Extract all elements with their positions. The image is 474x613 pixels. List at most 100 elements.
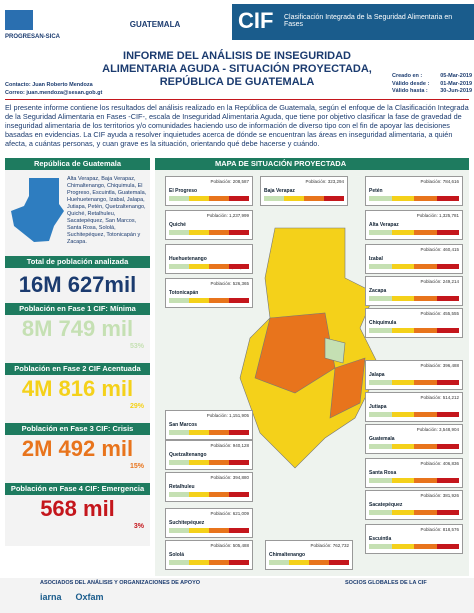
phase-header: Población en Fase 2 CIF Acentuada bbox=[5, 363, 150, 375]
phase-strip-segment bbox=[229, 298, 249, 303]
phase-strip-segment bbox=[369, 230, 392, 235]
phase-value: 568 mil bbox=[40, 496, 115, 521]
phase-strip-segment bbox=[169, 528, 189, 533]
department-box: Totonicapán Población: 526,365 bbox=[165, 278, 253, 308]
department-box: Suchitepéquez Población: 621,009 bbox=[165, 508, 253, 538]
department-box: Baja Verapaz Población: 323,294 bbox=[260, 176, 348, 206]
department-box: HuehuetenangoPoblación: 1,449,973 bbox=[165, 244, 253, 274]
map-section: MAPA DE SITUACIÓN PROYECTADA El Progreso… bbox=[155, 158, 469, 576]
phase-strip-segment bbox=[229, 430, 249, 435]
footer-logos: iarna Oxfam bbox=[40, 592, 104, 602]
cif-logo: CIF bbox=[238, 8, 274, 33]
department-name: Sacatepéquez bbox=[369, 502, 403, 508]
phase-strip-segment bbox=[436, 296, 459, 301]
department-population: Población: 406,836 bbox=[420, 461, 459, 466]
phase-strip-segment bbox=[189, 230, 209, 235]
departments-text: Alta Verapaz, Baja Verapaz, Chimaltenang… bbox=[67, 176, 147, 245]
department-box: Quetzaltenango Población: 940,128 bbox=[165, 440, 253, 470]
phase-strip bbox=[369, 478, 459, 483]
phase-strip bbox=[369, 510, 459, 515]
phase-strip-segment bbox=[229, 196, 249, 201]
contact: Contacto: Juan Roberto Mendoza bbox=[5, 82, 93, 88]
phase-strip-segment bbox=[209, 196, 229, 201]
phase-percent: 29% bbox=[129, 403, 144, 410]
phase-strip bbox=[369, 444, 459, 449]
department-name: Petén bbox=[369, 188, 383, 194]
phase-strip-segment bbox=[209, 560, 229, 565]
department-box: Escuintla Población: 818,576 bbox=[365, 524, 463, 554]
phase-strip-segment bbox=[324, 196, 344, 201]
department-box: Guatemala Población: 3,548,904 bbox=[365, 424, 463, 454]
department-name: San Marcos bbox=[169, 422, 198, 428]
date-value: 01-Mar-2019 bbox=[440, 80, 472, 87]
section-header: MAPA DE SITUACIÓN PROYECTADA bbox=[155, 158, 469, 170]
title-line: REPÚBLICA DE GUATEMALA bbox=[159, 76, 315, 88]
phase-strip-segment bbox=[169, 492, 189, 497]
department-population: Población: 323,294 bbox=[305, 179, 344, 184]
date-value: 05-Mar-2019 bbox=[440, 73, 472, 79]
department-box: Izabal Población: 460,415 bbox=[365, 244, 463, 274]
phase-strip-segment bbox=[369, 544, 392, 549]
phase-strip bbox=[369, 296, 459, 301]
phase-strip-segment bbox=[436, 444, 459, 449]
phase-strip bbox=[269, 560, 349, 565]
phase-strip-segment bbox=[436, 510, 459, 515]
phase-strip bbox=[169, 460, 249, 465]
department-name: Escuintla bbox=[369, 536, 392, 542]
phase-strip-segment bbox=[414, 444, 437, 449]
phase-strip-segment bbox=[414, 264, 437, 269]
phase-strip-segment bbox=[189, 560, 209, 565]
phase-strip-segment bbox=[229, 230, 249, 235]
phase-strip-segment bbox=[391, 264, 414, 269]
department-name: Izabal bbox=[369, 256, 383, 262]
phase-strip bbox=[369, 328, 459, 333]
department-population: Población: 396,488 bbox=[420, 363, 459, 368]
phase-strip-segment bbox=[436, 380, 459, 385]
department-name: Suchitepéquez bbox=[169, 520, 205, 526]
phase-strip-segment bbox=[189, 196, 209, 201]
phase-strip-segment bbox=[269, 560, 289, 565]
phase-strip-segment bbox=[209, 430, 229, 435]
department-box: El Progreso Población: 208,587 bbox=[165, 176, 253, 206]
phase-strip-segment bbox=[189, 264, 209, 269]
phase-strip-segment bbox=[229, 528, 249, 533]
phase-strip-segment bbox=[209, 460, 229, 465]
date-row: Válido hasta : 30-Jun-2019 bbox=[392, 88, 472, 96]
department-name: Jalapa bbox=[369, 372, 385, 378]
phase-strip bbox=[169, 560, 249, 565]
country-map bbox=[11, 178, 64, 242]
divider bbox=[5, 99, 469, 100]
phase-percent: 15% bbox=[129, 463, 144, 470]
partner-logo: iarna bbox=[40, 592, 62, 602]
section-header: República de Guatemala bbox=[5, 158, 150, 170]
phase-strip bbox=[169, 492, 249, 497]
phase-strip-segment bbox=[369, 380, 392, 385]
phase-strip-segment bbox=[329, 560, 349, 565]
partner-logo: Oxfam bbox=[75, 592, 104, 602]
phase-strip-segment bbox=[436, 196, 459, 201]
section-header: Total de población analizada bbox=[5, 256, 150, 268]
map-phase3 bbox=[329, 357, 366, 419]
title-line: ALIMENTARIA AGUDA - SITUACIÓN PROYECTADA… bbox=[102, 63, 372, 75]
department-population: Población: 505,488 bbox=[210, 543, 249, 548]
phase-strip-segment bbox=[189, 298, 209, 303]
phase-strip-segment bbox=[436, 412, 459, 417]
department-population: Población: 1,151,905 bbox=[206, 413, 249, 418]
phase-strip-segment bbox=[369, 412, 392, 417]
department-box: Jutiapa Población: 514,212 bbox=[365, 392, 463, 422]
phase-strip-segment bbox=[289, 560, 309, 565]
department-population: Población: 526,365 bbox=[210, 281, 249, 286]
phase-strip-segment bbox=[391, 230, 414, 235]
phase-strip-segment bbox=[169, 460, 189, 465]
phase-strip-segment bbox=[209, 230, 229, 235]
phase-strip bbox=[169, 264, 249, 269]
phase-strip-segment bbox=[169, 264, 189, 269]
country-shape bbox=[11, 178, 64, 242]
phase-strip-segment bbox=[391, 328, 414, 333]
department-box: Santa Rosa Población: 406,836 bbox=[365, 458, 463, 488]
phase-strip-segment bbox=[391, 510, 414, 515]
phase-strip-segment bbox=[189, 528, 209, 533]
phase-header: Población en Fase 3 CIF: Crisis bbox=[5, 423, 150, 435]
phase-strip-segment bbox=[209, 264, 229, 269]
